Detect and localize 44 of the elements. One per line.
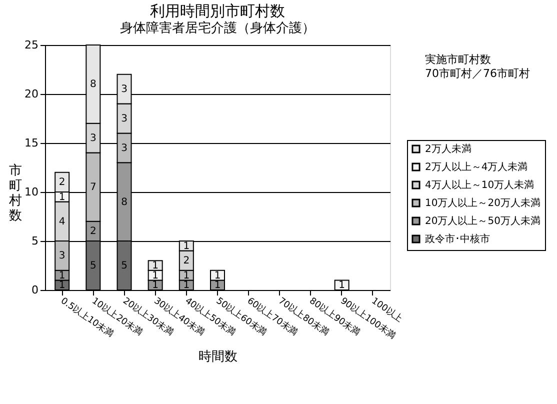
data-label: 5 [121,260,128,272]
x-axis-title: 時間数 [198,350,238,365]
data-label: 7 [90,182,96,194]
chart-title: 利用時間別市町村数 [150,2,285,20]
data-label: 1 [338,280,346,292]
data-label: 1 [214,270,221,282]
legend-label: 10万人以上～20万人未満 [425,197,540,209]
data-label: 1 [152,280,159,292]
data-label: 1 [183,240,190,252]
data-label: 1 [58,192,66,203]
legend-label: 20万人以上～50万人未満 [425,215,540,227]
data-label: 1 [152,270,159,282]
data-label: 4 [58,216,66,228]
y-axis-title: 市町村数 [8,164,22,224]
data-label: 8 [121,196,128,208]
y-tick-label: 5 [32,234,38,248]
data-label: 1 [58,270,66,282]
data-label: 2 [90,226,96,238]
data-label: 3 [90,133,96,144]
text: 70市町村／76市町村 [425,67,530,80]
y-tick-label: 15 [24,136,38,150]
y-tick-label: 0 [32,284,38,296]
data-label: 1 [214,280,221,292]
legend-label: 2万人以上～4万人未満 [425,161,528,173]
data-label: 1 [183,280,190,292]
data-label: 3 [121,142,128,154]
data-label: 1 [152,260,159,272]
text: 実施市町村数 [425,53,491,66]
data-label: 2 [183,256,190,267]
legend-label: 4万人以上～10万人未満 [425,179,534,191]
data-label: 3 [58,250,66,262]
data-label: 5 [90,260,96,272]
y-tick-label: 20 [24,88,38,100]
legend-label: 政令市･中核市 [425,233,490,245]
data-label: 1 [58,280,66,292]
y-tick-label: 25 [24,38,38,52]
chart-subtitle: 身体障害者居宅介護（身体介護） [120,20,315,36]
y-tick-label: 10 [24,186,38,198]
data-label: 2 [58,177,66,188]
data-label: 8 [90,79,96,90]
data-label: 3 [121,84,128,96]
data-label: 1 [183,270,190,282]
data-label: 3 [121,114,128,124]
legend-label: 2万人未満 [425,143,472,155]
